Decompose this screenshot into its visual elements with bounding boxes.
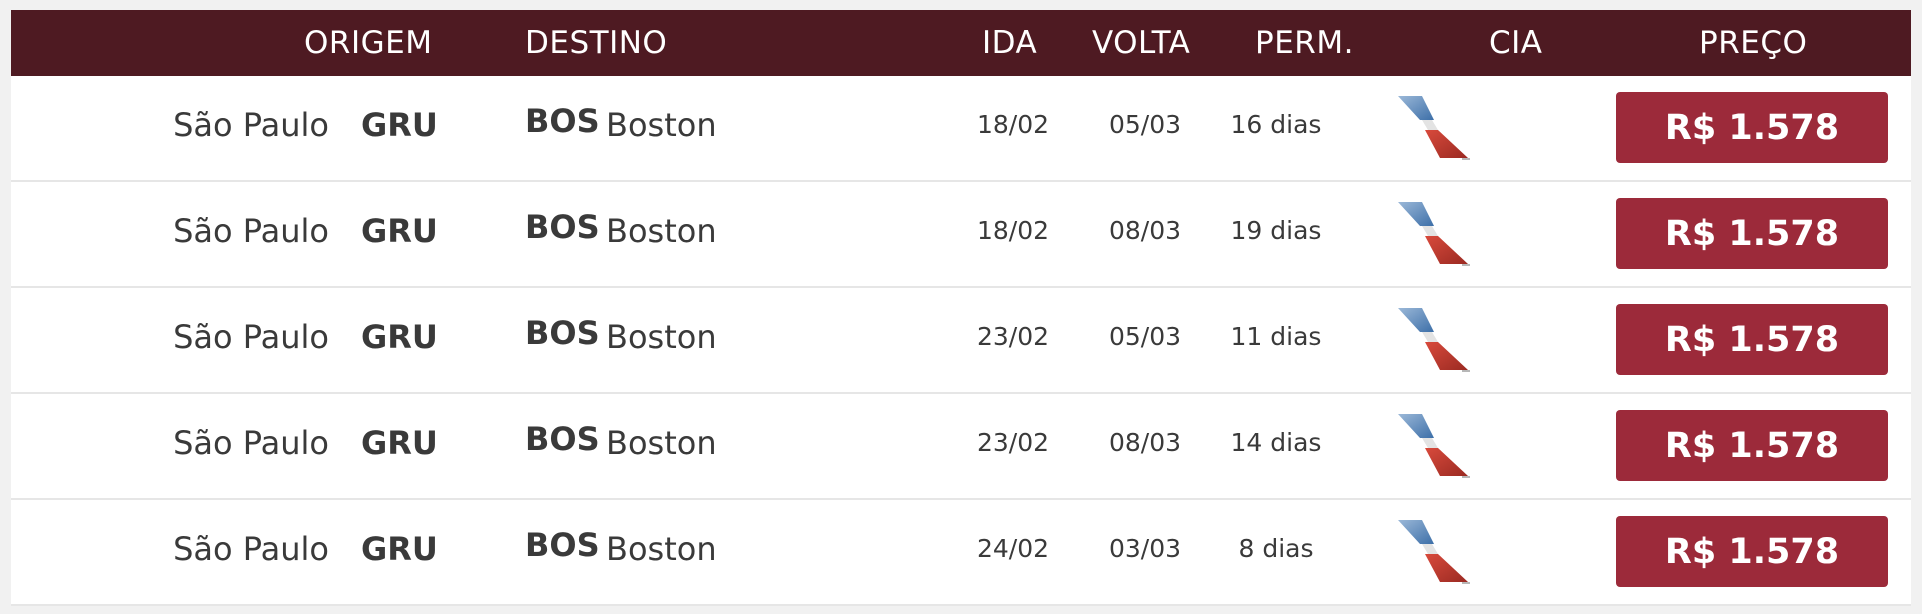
table-row[interactable]: São Paulo GRU BOS Boston 23/02 05/03 11 … <box>11 288 1911 394</box>
header-return: VOLTA <box>1092 25 1191 61</box>
destination-code: BOS <box>525 208 600 246</box>
header-depart: IDA <box>982 25 1038 61</box>
american-airlines-logo-icon <box>1396 202 1472 268</box>
origin-code: GRU <box>361 212 438 250</box>
destination-code: BOS <box>525 420 600 458</box>
origin-city: São Paulo <box>173 530 329 568</box>
table-header: ORIGEM DESTINO IDA VOLTA PERM. CIA PREÇO <box>11 10 1911 76</box>
return-date: 05/03 <box>1109 110 1182 139</box>
return-date: 08/03 <box>1109 216 1182 245</box>
american-airlines-logo-icon <box>1396 520 1472 586</box>
origin-code: GRU <box>361 318 438 356</box>
destination-city: Boston <box>606 106 717 144</box>
stay-length: 16 dias <box>1230 110 1322 139</box>
destination-city: Boston <box>606 212 717 250</box>
return-date: 08/03 <box>1109 428 1182 457</box>
depart-date: 24/02 <box>977 534 1050 563</box>
table-row[interactable]: São Paulo GRU BOS Boston 23/02 08/03 14 … <box>11 394 1911 500</box>
return-date: 05/03 <box>1109 322 1182 351</box>
destination-code: BOS <box>525 102 600 140</box>
header-origin: ORIGEM <box>304 25 433 61</box>
price-button[interactable]: R$ 1.578 <box>1616 198 1888 269</box>
stay-length: 11 dias <box>1230 322 1322 351</box>
price-button[interactable]: R$ 1.578 <box>1616 516 1888 587</box>
american-airlines-logo-icon <box>1396 308 1472 374</box>
header-airline: CIA <box>1489 25 1543 61</box>
price-button[interactable]: R$ 1.578 <box>1616 304 1888 375</box>
depart-date: 23/02 <box>977 428 1050 457</box>
depart-date: 18/02 <box>977 110 1050 139</box>
table-row[interactable]: São Paulo GRU BOS Boston 18/02 08/03 19 … <box>11 182 1911 288</box>
destination-city: Boston <box>606 318 717 356</box>
depart-date: 18/02 <box>977 216 1050 245</box>
destination-city: Boston <box>606 530 717 568</box>
table-row[interactable]: São Paulo GRU BOS Boston 18/02 05/03 16 … <box>11 76 1911 182</box>
price-button[interactable]: R$ 1.578 <box>1616 410 1888 481</box>
destination-code: BOS <box>525 526 600 564</box>
header-destination: DESTINO <box>525 25 668 61</box>
table-row[interactable]: São Paulo GRU BOS Boston 24/02 03/03 8 d… <box>11 500 1911 606</box>
american-airlines-logo-icon <box>1396 96 1472 162</box>
origin-city: São Paulo <box>173 318 329 356</box>
origin-city: São Paulo <box>173 106 329 144</box>
american-airlines-logo-icon <box>1396 414 1472 480</box>
stay-length: 14 dias <box>1230 428 1322 457</box>
header-stay: PERM. <box>1255 25 1354 61</box>
origin-code: GRU <box>361 424 438 462</box>
origin-code: GRU <box>361 530 438 568</box>
results-list: São Paulo GRU BOS Boston 18/02 05/03 16 … <box>11 76 1911 606</box>
price-button[interactable]: R$ 1.578 <box>1616 92 1888 163</box>
stay-length: 8 dias <box>1238 534 1314 563</box>
origin-city: São Paulo <box>173 212 329 250</box>
stay-length: 19 dias <box>1230 216 1322 245</box>
header-price: PREÇO <box>1699 25 1808 61</box>
return-date: 03/03 <box>1109 534 1182 563</box>
depart-date: 23/02 <box>977 322 1050 351</box>
origin-city: São Paulo <box>173 424 329 462</box>
origin-code: GRU <box>361 106 438 144</box>
destination-code: BOS <box>525 314 600 352</box>
destination-city: Boston <box>606 424 717 462</box>
flight-results-table: ORIGEM DESTINO IDA VOLTA PERM. CIA PREÇO… <box>11 10 1911 606</box>
